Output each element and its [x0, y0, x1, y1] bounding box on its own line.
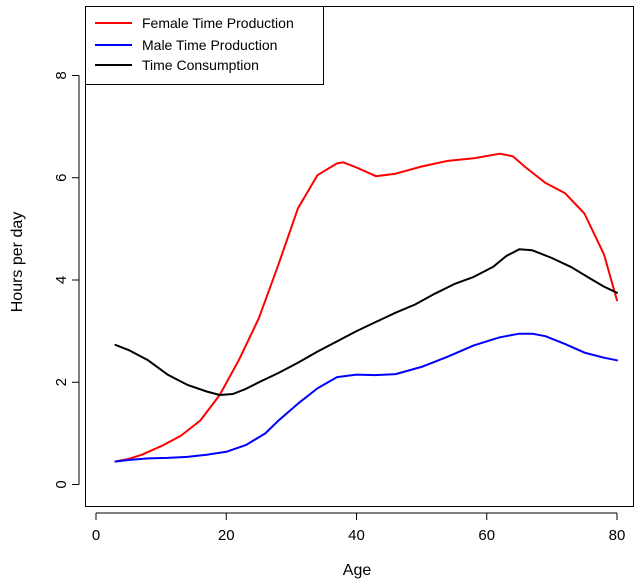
x-tick-label: 0 — [92, 527, 100, 544]
legend-label-female-time-production: Female Time Production — [142, 15, 294, 31]
x-tick-label: 80 — [609, 527, 626, 544]
x-axis: 0 20 40 60 80 — [92, 512, 626, 544]
legend-label-time-consumption: Time Consumption — [142, 57, 259, 73]
series-layer — [114, 152, 618, 463]
x-tick-label: 20 — [218, 527, 235, 544]
y-tick-label: 6 — [53, 174, 70, 182]
x-axis-title: Age — [343, 562, 372, 579]
y-tick-label: 2 — [53, 378, 70, 386]
y-tick-label: 4 — [53, 276, 70, 284]
series-line-female-time-production — [114, 152, 618, 463]
series-line-time-consumption — [114, 248, 618, 396]
x-tick-label: 60 — [478, 527, 495, 544]
legend-label-male-time-production: Male Time Production — [142, 37, 277, 53]
legend: Female Time Production Male Time Product… — [85, 6, 324, 85]
x-tick-label: 40 — [348, 527, 365, 544]
y-tick-label: 8 — [53, 71, 70, 79]
plot-frame — [85, 6, 634, 507]
y-axis: 0 2 4 6 8 — [53, 71, 80, 489]
y-tick-label: 0 — [53, 480, 70, 488]
y-axis-title: Hours per day — [9, 212, 26, 313]
series-line-male-time-production — [114, 332, 618, 463]
